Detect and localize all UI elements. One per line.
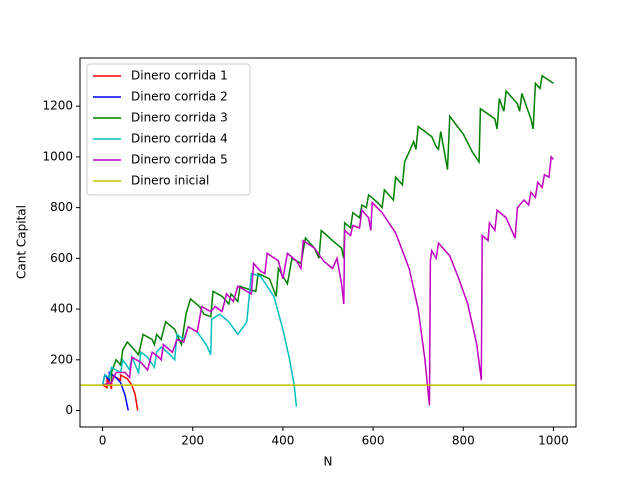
legend-label: Dinero inicial <box>131 174 209 188</box>
y-tick-label: 800 <box>50 200 73 214</box>
x-tick-label: 400 <box>271 434 294 448</box>
series-line <box>102 373 139 411</box>
x-tick-label: 600 <box>362 434 385 448</box>
legend-box <box>86 63 251 196</box>
y-axis-label: Cant Capital <box>15 205 29 279</box>
y-tick-label: 0 <box>65 403 73 417</box>
legend: Dinero corrida 1 Dinero corrida 2 Dinero c… <box>86 63 251 196</box>
x-axis-label: N <box>324 455 333 469</box>
x-tick-label: 1000 <box>538 434 569 448</box>
legend-label: Dinero corrida 1 <box>131 69 228 83</box>
y-tick-label: 400 <box>50 302 73 316</box>
y-tick-label: 600 <box>50 251 73 265</box>
legend-label: Dinero corrida 4 <box>131 132 228 146</box>
x-tick-label: 800 <box>452 434 475 448</box>
series-line <box>102 74 554 386</box>
y-tick-label: 1200 <box>42 99 73 113</box>
y-tick-label: 200 <box>50 352 73 366</box>
legend-label: Dinero corrida 2 <box>131 90 228 104</box>
series-line <box>101 272 298 407</box>
x-tick-label: 200 <box>181 434 204 448</box>
legend-label: Dinero corrida 5 <box>131 153 228 167</box>
y-tick-label: 1000 <box>42 149 73 163</box>
legend-label: Dinero corrida 3 <box>131 111 228 125</box>
plot-area <box>80 74 576 411</box>
axes-frame <box>79 57 577 428</box>
x-tick-label: 0 <box>99 434 107 448</box>
series-line <box>102 155 555 406</box>
